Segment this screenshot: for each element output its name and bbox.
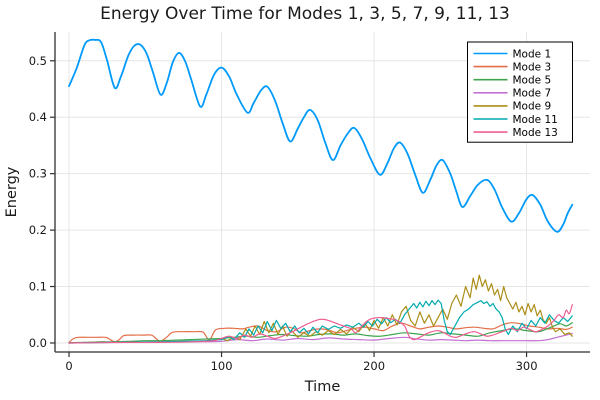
x-tick-label: 300: [516, 359, 538, 373]
legend-label: Mode 13: [513, 127, 558, 139]
series-line-mode-5: [68, 322, 573, 344]
x-tick-label: 0: [65, 359, 72, 373]
legend-item-mode-13: Mode 13: [473, 127, 558, 139]
y-tick-label: 0.1: [29, 280, 47, 294]
axes: 0 100 200 300 0.0 0.1 0.2 0.3 0.4 0.5: [29, 32, 590, 373]
y-tick-label: 0.3: [29, 167, 47, 181]
legend-label: Mode 5: [513, 75, 552, 87]
legend-label: Mode 11: [513, 114, 558, 126]
legend-item-mode-3: Mode 3: [473, 61, 552, 73]
legend-item-mode-9: Mode 9: [473, 101, 552, 113]
chart-title: Energy Over Time for Modes 1, 3, 5, 7, 9…: [100, 4, 510, 24]
series-line-mode-9: [68, 274, 573, 344]
x-tick-label: 100: [211, 359, 233, 373]
y-tick-label: 0.5: [29, 54, 47, 68]
series-line-mode-11: [68, 299, 573, 344]
y-axis-label: Energy: [4, 166, 20, 217]
x-axis-label: Time: [304, 379, 341, 395]
legend-label: Mode 1: [513, 48, 552, 60]
y-tick-label: 0.4: [29, 110, 47, 124]
legend-label: Mode 9: [513, 101, 552, 113]
x-tick-label: 200: [363, 359, 385, 373]
legend-item-mode-5: Mode 5: [473, 75, 552, 87]
legend-item-mode-11: Mode 11: [473, 114, 558, 126]
legend-item-mode-1: Mode 1: [473, 48, 552, 60]
series-line-mode-3: [68, 322, 573, 343]
series-line-mode-13: [68, 304, 573, 344]
legend-item-mode-7: Mode 7: [473, 88, 552, 100]
legend-label: Mode 3: [513, 61, 552, 73]
y-tick-label: 0.0: [29, 336, 47, 350]
legend-label: Mode 7: [513, 88, 552, 100]
series-line-mode-1: [68, 38, 574, 233]
gridlines: [55, 32, 590, 352]
series-lines: [68, 38, 574, 344]
y-tick-label: 0.2: [29, 223, 47, 237]
